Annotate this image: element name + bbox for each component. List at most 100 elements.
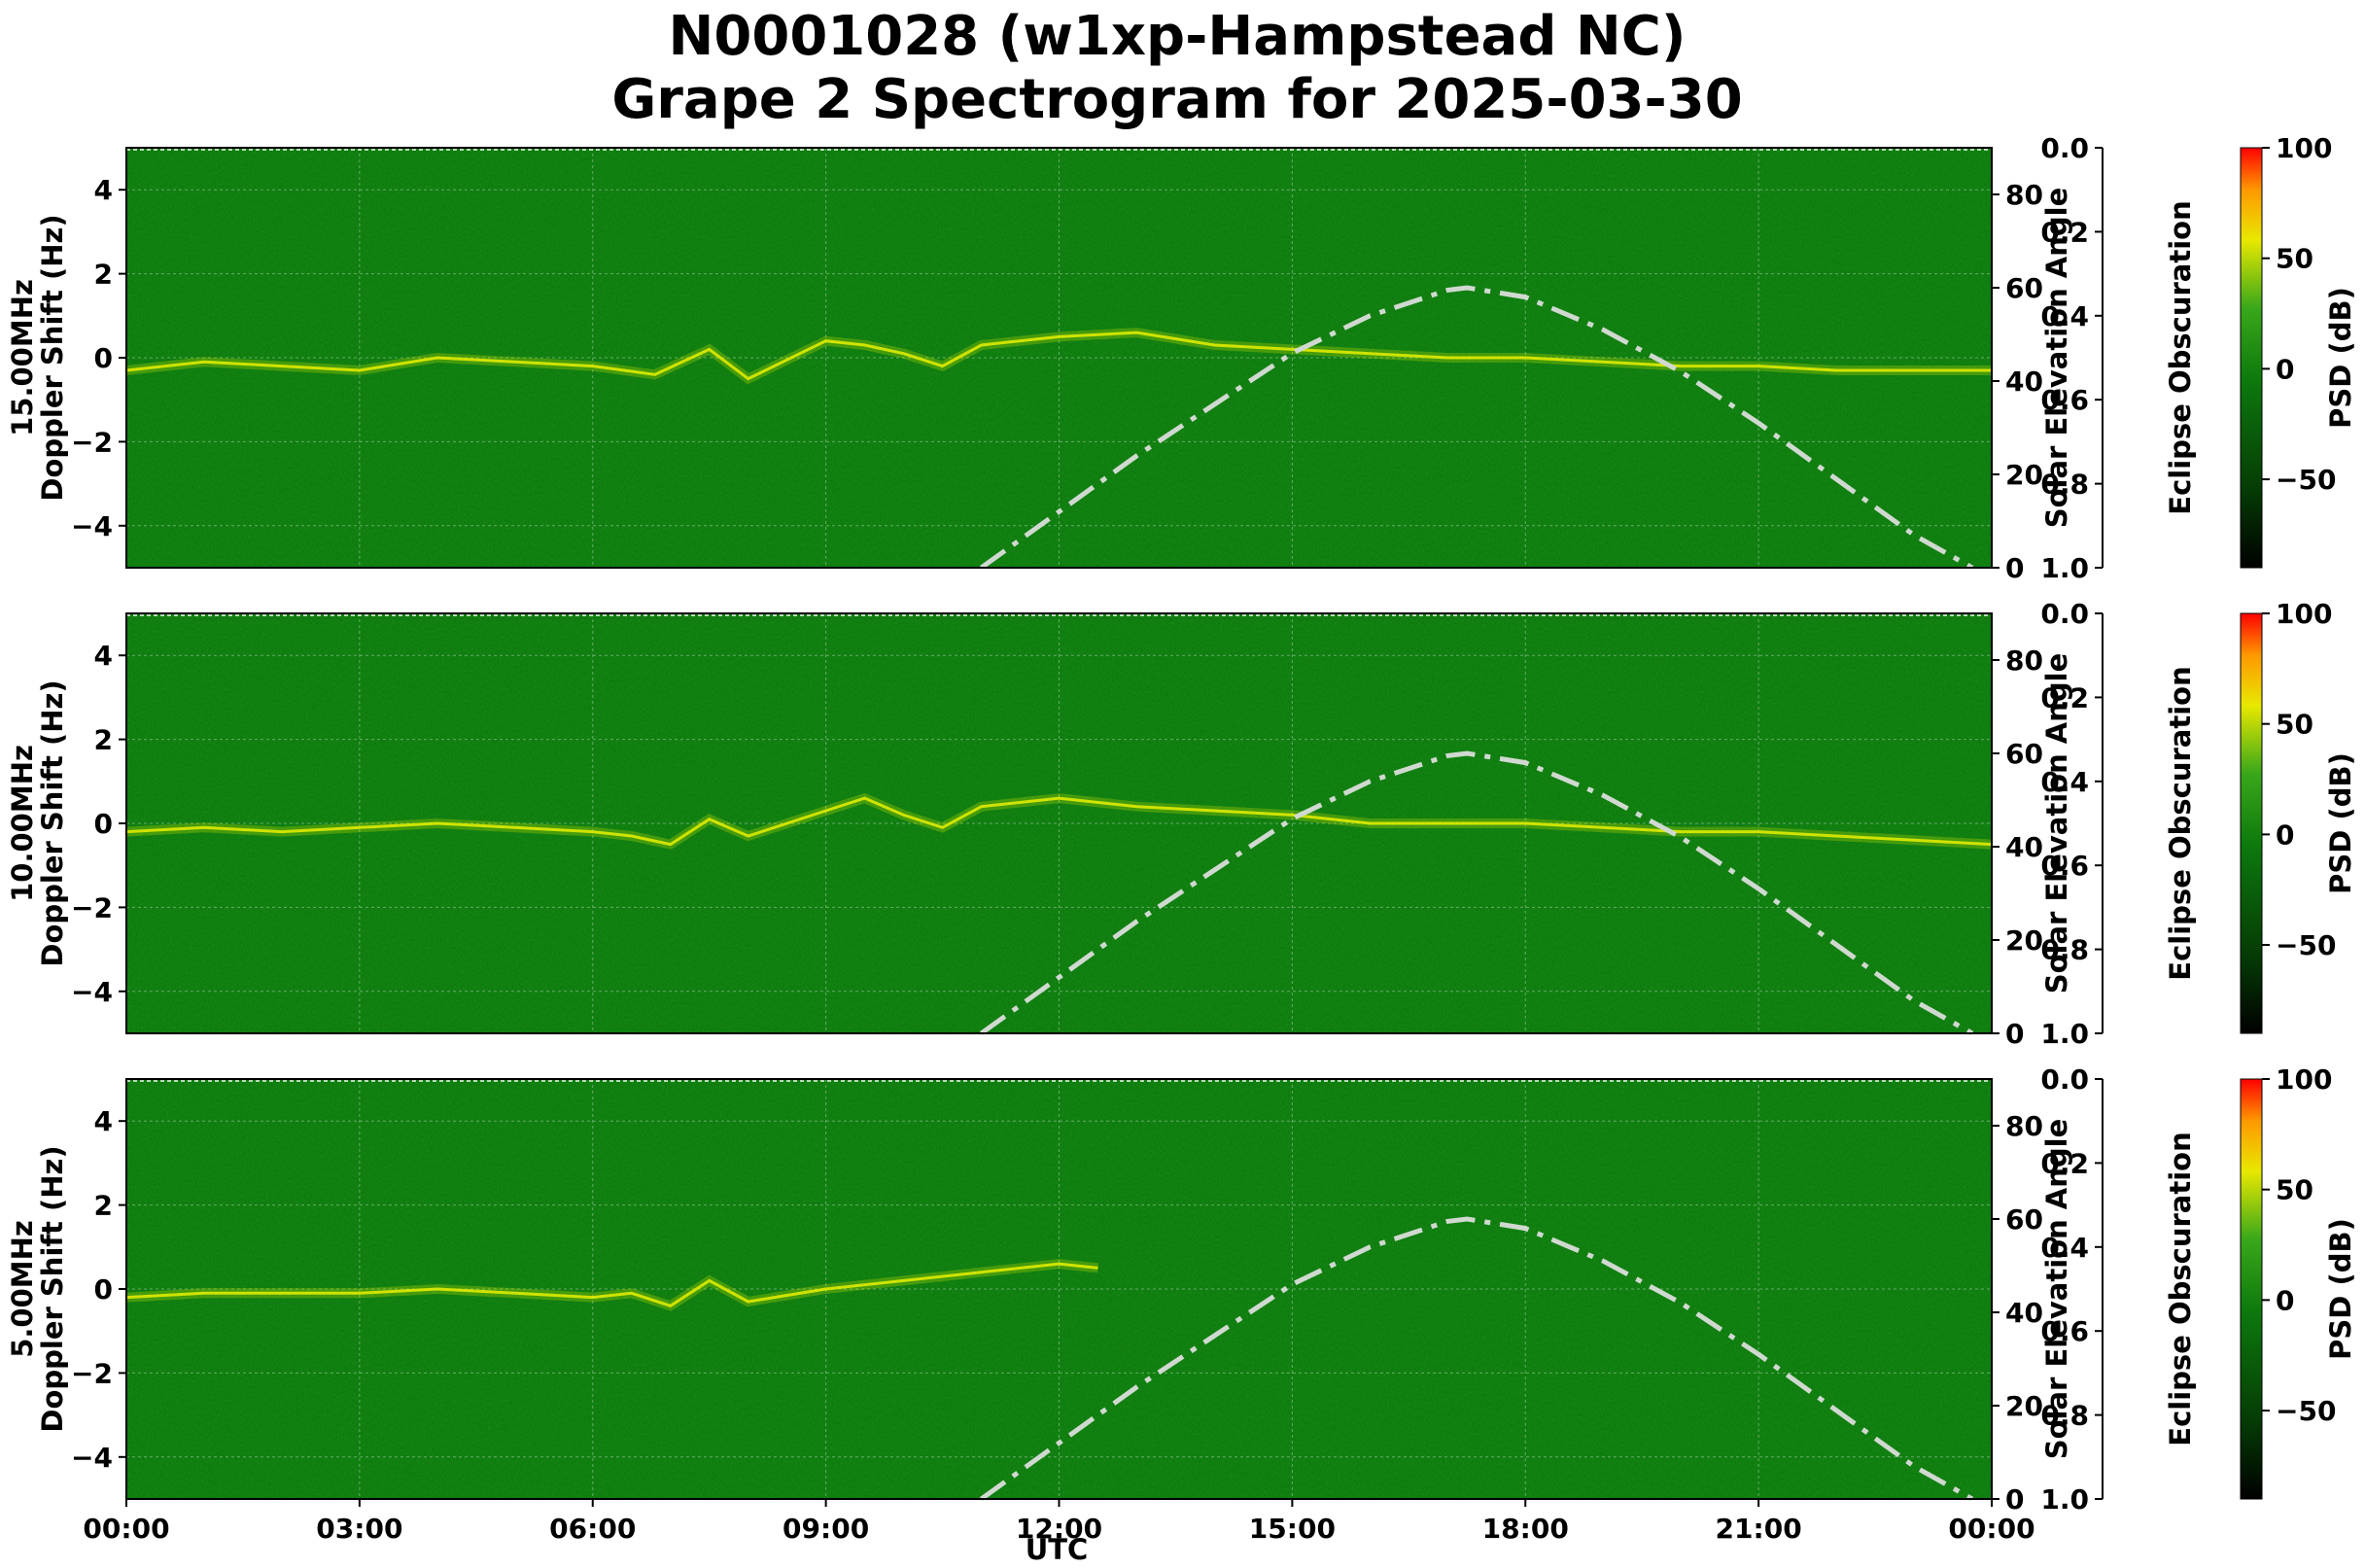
y-axis-label-doppler: Doppler Shift (Hz) [36,214,69,501]
eclipse-tick-label: 0.2 [2040,681,2089,714]
right-tick-label: 20 [2005,459,2043,491]
solar-elevation-curve [980,285,1974,571]
colorbar-tick-label: 50 [2276,709,2313,741]
y-tick-label: −2 [71,891,113,923]
colorbar [2240,1078,2263,1500]
y-tick-label: 2 [94,724,113,756]
y-axis-label-doppler: Doppler Shift (Hz) [36,1145,69,1432]
eclipse-tick-label: 0.8 [2040,1400,2089,1432]
right-tick-label: 60 [2005,272,2043,304]
eclipse-tick-label: 1.0 [2040,1018,2089,1050]
colorbar-tick-label: 0 [2276,353,2294,385]
solar-elevation-curve [980,750,1974,1036]
y-tick-label: 4 [94,174,113,206]
right-tick-label: 80 [2005,179,2043,211]
right-tick-label: 0 [2005,1483,2024,1516]
y-tick-label: 0 [94,1273,113,1306]
right-tick-label: 40 [2005,1297,2043,1329]
y-tick-label: 0 [94,808,113,840]
x-tick-label: 18:00 [1482,1513,1569,1545]
colorbar-label: PSD (dB) [2324,1218,2357,1360]
right-tick-label: 40 [2005,366,2043,398]
colorbar-tick-label: −50 [2276,929,2336,961]
eclipse-obscuration-label: Eclipse Obscuration [2164,200,2197,514]
eclipse-tick-label: 0.6 [2040,384,2089,416]
solar-elevation-curve [980,1216,1974,1502]
x-tick-label: 15:00 [1249,1513,1336,1545]
eclipse-tick-label: 1.0 [2040,552,2089,584]
chart-title-line-2: Grape 2 Spectrogram for 2025-03-30 [611,68,1742,131]
colorbar-tick-label: 0 [2276,1284,2294,1316]
y-axis-label-frequency: 15.00MHz [6,279,39,436]
colorbar-tick-label: −50 [2276,1395,2336,1427]
doppler-signal-trace [125,796,1993,847]
x-tick-label: 21:00 [1716,1513,1802,1545]
y-tick-label: 4 [94,640,113,672]
doppler-signal-trace [125,1262,1098,1307]
right-tick-label: 60 [2005,738,2043,770]
colorbar-tick-label: 100 [2276,1063,2332,1096]
right-tick-label: 80 [2005,1110,2043,1142]
y-axis-label-frequency: 10.00MHz [6,745,39,902]
eclipse-tick-label: 0.4 [2040,766,2089,798]
eclipse-tick-label: 0.2 [2040,216,2089,248]
eclipse-tick-label: 0.0 [2040,132,2089,164]
colorbar-tick-label: 0 [2276,819,2294,851]
solar-elevation-label: Solar Elevation Angle [2040,653,2073,994]
x-axis: 00:00 03:00 06:00 09:00 12:00 15:00 18:00 21:00… [83,1499,2035,1545]
y-tick-label: 0 [94,342,113,374]
chart-title-line-1: N0001028 (w1xp-Hampstead NC) [669,5,1687,68]
colorbar-label: PSD (dB) [2324,287,2357,429]
doppler-signal-trace [125,331,1992,381]
eclipse-obscuration-label: Eclipse Obscuration [2164,666,2197,980]
solar-elevation-label: Solar Elevation Angle [2040,1119,2073,1460]
y-tick-label: −2 [71,426,113,458]
x-axis-label: UTC [1026,1533,1089,1566]
right-tick-label: 20 [2005,1390,2043,1422]
x-tick-label: 09:00 [783,1513,869,1545]
y-axis-label-doppler: Doppler Shift (Hz) [36,679,69,966]
right-tick-label: 0 [2005,552,2024,584]
colorbar-tick-label: −50 [2276,464,2336,496]
y-tick-label: 2 [94,1190,113,1222]
colorbar-tick-label: 100 [2276,598,2332,630]
eclipse-tick-label: 0.4 [2040,1232,2089,1264]
y-tick-label: −4 [71,1442,113,1474]
y-tick-label: −2 [71,1357,113,1389]
right-tick-label: 80 [2005,645,2043,677]
eclipse-tick-label: 1.0 [2040,1483,2089,1516]
colorbar-tick-label: 100 [2276,132,2332,164]
eclipse-tick-label: 0.6 [2040,1315,2089,1347]
colorbar-label: PSD (dB) [2324,752,2357,894]
right-tick-label: 60 [2005,1203,2043,1236]
colorbar [2240,612,2263,1034]
right-tick-label: 20 [2005,924,2043,957]
x-tick-label: 12:00 [1016,1513,1102,1545]
right-tick-label: 40 [2005,831,2043,863]
eclipse-tick-label: 0.4 [2040,300,2089,332]
y-axis-label-frequency: 5.00MHz [6,1220,39,1358]
eclipse-obscuration-label: Eclipse Obscuration [2164,1132,2197,1446]
colorbar-tick-label: 50 [2276,243,2313,275]
y-tick-label: −4 [71,976,113,1008]
x-tick-label: 06:00 [549,1513,636,1545]
eclipse-tick-label: 0.6 [2040,850,2089,882]
x-tick-label: 00:00 [83,1513,169,1545]
colorbar-tick-label: 50 [2276,1174,2313,1206]
x-tick-label: 00:00 [1948,1513,2035,1545]
eclipse-tick-label: 0.0 [2040,1063,2089,1096]
eclipse-tick-label: 0.2 [2040,1147,2089,1179]
eclipse-tick-label: 0.8 [2040,934,2089,966]
y-tick-label: −4 [71,510,113,542]
x-tick-label: 03:00 [316,1513,402,1545]
eclipse-tick-label: 0.0 [2040,598,2089,630]
colorbar [2240,147,2263,569]
y-tick-label: 2 [94,259,113,291]
right-tick-label: 0 [2005,1018,2024,1050]
eclipse-tick-label: 0.8 [2040,469,2089,501]
solar-elevation-label: Solar Elevation Angle [2040,188,2073,529]
